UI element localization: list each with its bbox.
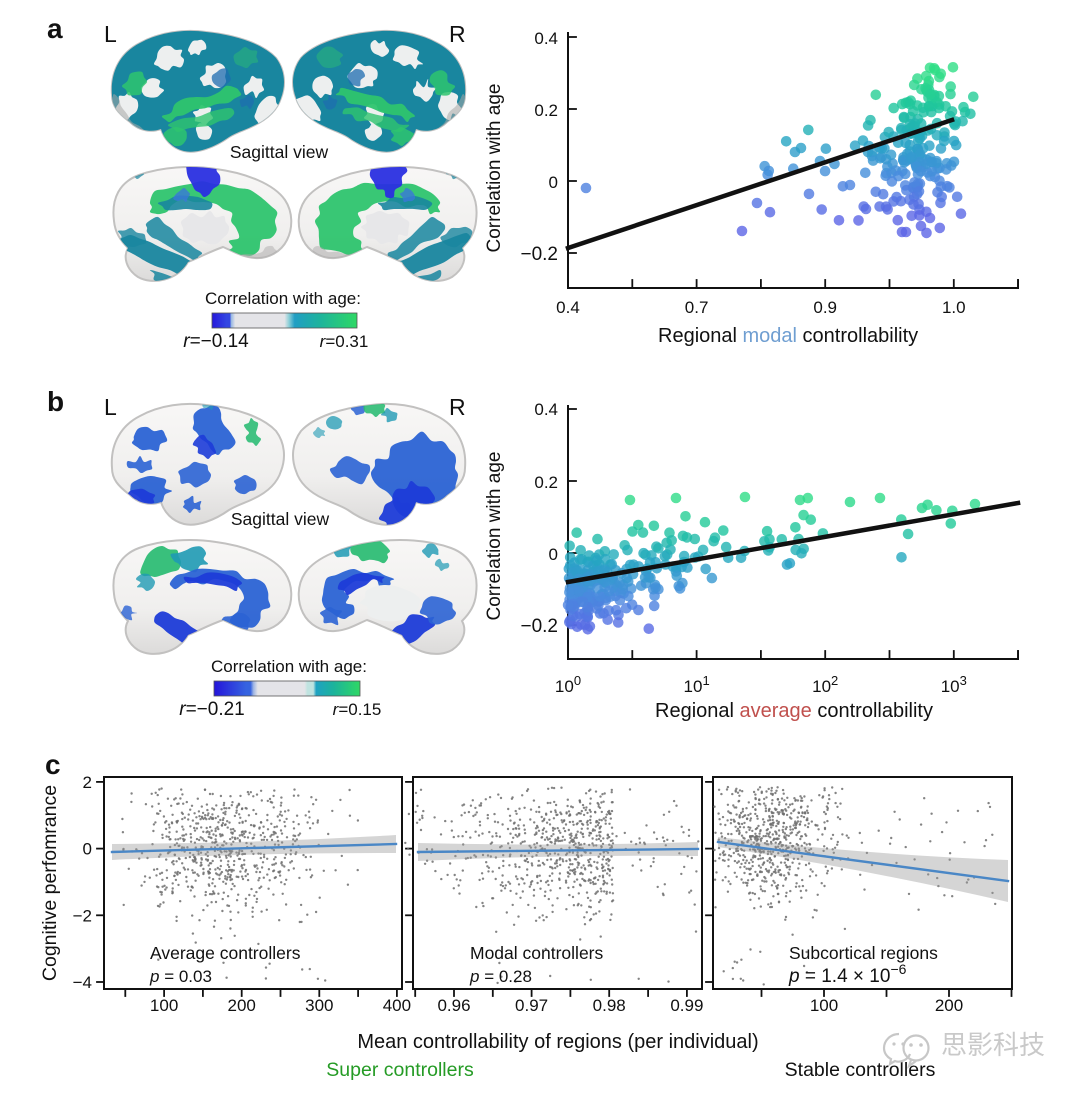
svg-text:R: R — [449, 394, 466, 420]
svg-text:Regional modal controllability: Regional modal controllability — [658, 325, 918, 347]
svg-text:r=−0.14: r=−0.14 — [183, 331, 249, 352]
svg-text:Average controllers: Average controllers — [150, 943, 301, 963]
svg-text:0.2: 0.2 — [534, 101, 558, 120]
svg-text:300: 300 — [305, 996, 333, 1015]
svg-text:c: c — [45, 749, 61, 780]
svg-text:100: 100 — [810, 996, 838, 1015]
svg-text:Regional average controllabili: Regional average controllability — [655, 700, 933, 722]
svg-text:0.99: 0.99 — [670, 996, 703, 1015]
svg-text:r=0.31: r=0.31 — [320, 332, 369, 351]
svg-text:Correlation with age: Correlation with age — [484, 452, 505, 621]
svg-text:p = 0.03: p = 0.03 — [149, 967, 212, 986]
svg-text:1.0: 1.0 — [942, 298, 966, 317]
svg-text:b: b — [47, 386, 64, 417]
svg-text:0.4: 0.4 — [534, 29, 558, 48]
svg-text:0.4: 0.4 — [534, 400, 558, 419]
svg-text:0.7: 0.7 — [685, 298, 709, 317]
svg-text:Sagittal view: Sagittal view — [231, 509, 330, 529]
svg-text:0.97: 0.97 — [515, 996, 548, 1015]
svg-text:0.4: 0.4 — [556, 298, 580, 317]
svg-text:L: L — [104, 21, 117, 47]
svg-text:−0.2: −0.2 — [520, 244, 558, 265]
svg-text:r=−0.21: r=−0.21 — [179, 699, 245, 720]
svg-text:R: R — [449, 21, 466, 47]
svg-text:a: a — [47, 13, 63, 44]
svg-text:Mean controllability of region: Mean controllability of regions (per ind… — [357, 1031, 758, 1053]
svg-text:Stable controllers: Stable controllers — [785, 1059, 936, 1081]
svg-text:Sagittal view: Sagittal view — [230, 142, 329, 162]
svg-text:Cognitive perfomrance: Cognitive perfomrance — [39, 785, 61, 981]
svg-text:0: 0 — [549, 173, 558, 192]
svg-text:r=0.15: r=0.15 — [333, 700, 382, 719]
svg-text:Subcortical regions: Subcortical regions — [789, 943, 938, 963]
svg-text:Super controllers: Super controllers — [326, 1059, 474, 1081]
svg-text:Correlation with age:: Correlation with age: — [205, 289, 361, 308]
svg-text:−2: −2 — [73, 906, 92, 925]
svg-text:0.98: 0.98 — [593, 996, 626, 1015]
svg-text:0: 0 — [549, 545, 558, 564]
svg-text:−4: −4 — [73, 973, 92, 992]
svg-text:400: 400 — [383, 996, 411, 1015]
svg-text:−0.2: −0.2 — [520, 616, 558, 637]
svg-text:p = 1.4 × 10−6: p = 1.4 × 10−6 — [788, 961, 907, 987]
svg-text:200: 200 — [228, 996, 256, 1015]
svg-text:Correlation with age: Correlation with age — [484, 84, 505, 253]
svg-text:2: 2 — [83, 773, 92, 792]
svg-text:100: 100 — [150, 996, 178, 1015]
svg-text:0: 0 — [83, 840, 92, 859]
svg-text:0.2: 0.2 — [534, 473, 558, 492]
svg-text:思影科技: 思影科技 — [941, 1030, 1045, 1060]
svg-text:L: L — [104, 394, 117, 420]
svg-text:0.96: 0.96 — [437, 996, 470, 1015]
svg-text:Correlation with age:: Correlation with age: — [211, 657, 367, 676]
svg-text:0.9: 0.9 — [813, 298, 837, 317]
svg-text:Modal controllers: Modal controllers — [470, 943, 603, 963]
svg-text:200: 200 — [935, 996, 963, 1015]
svg-text:p = 0.28: p = 0.28 — [469, 967, 532, 986]
